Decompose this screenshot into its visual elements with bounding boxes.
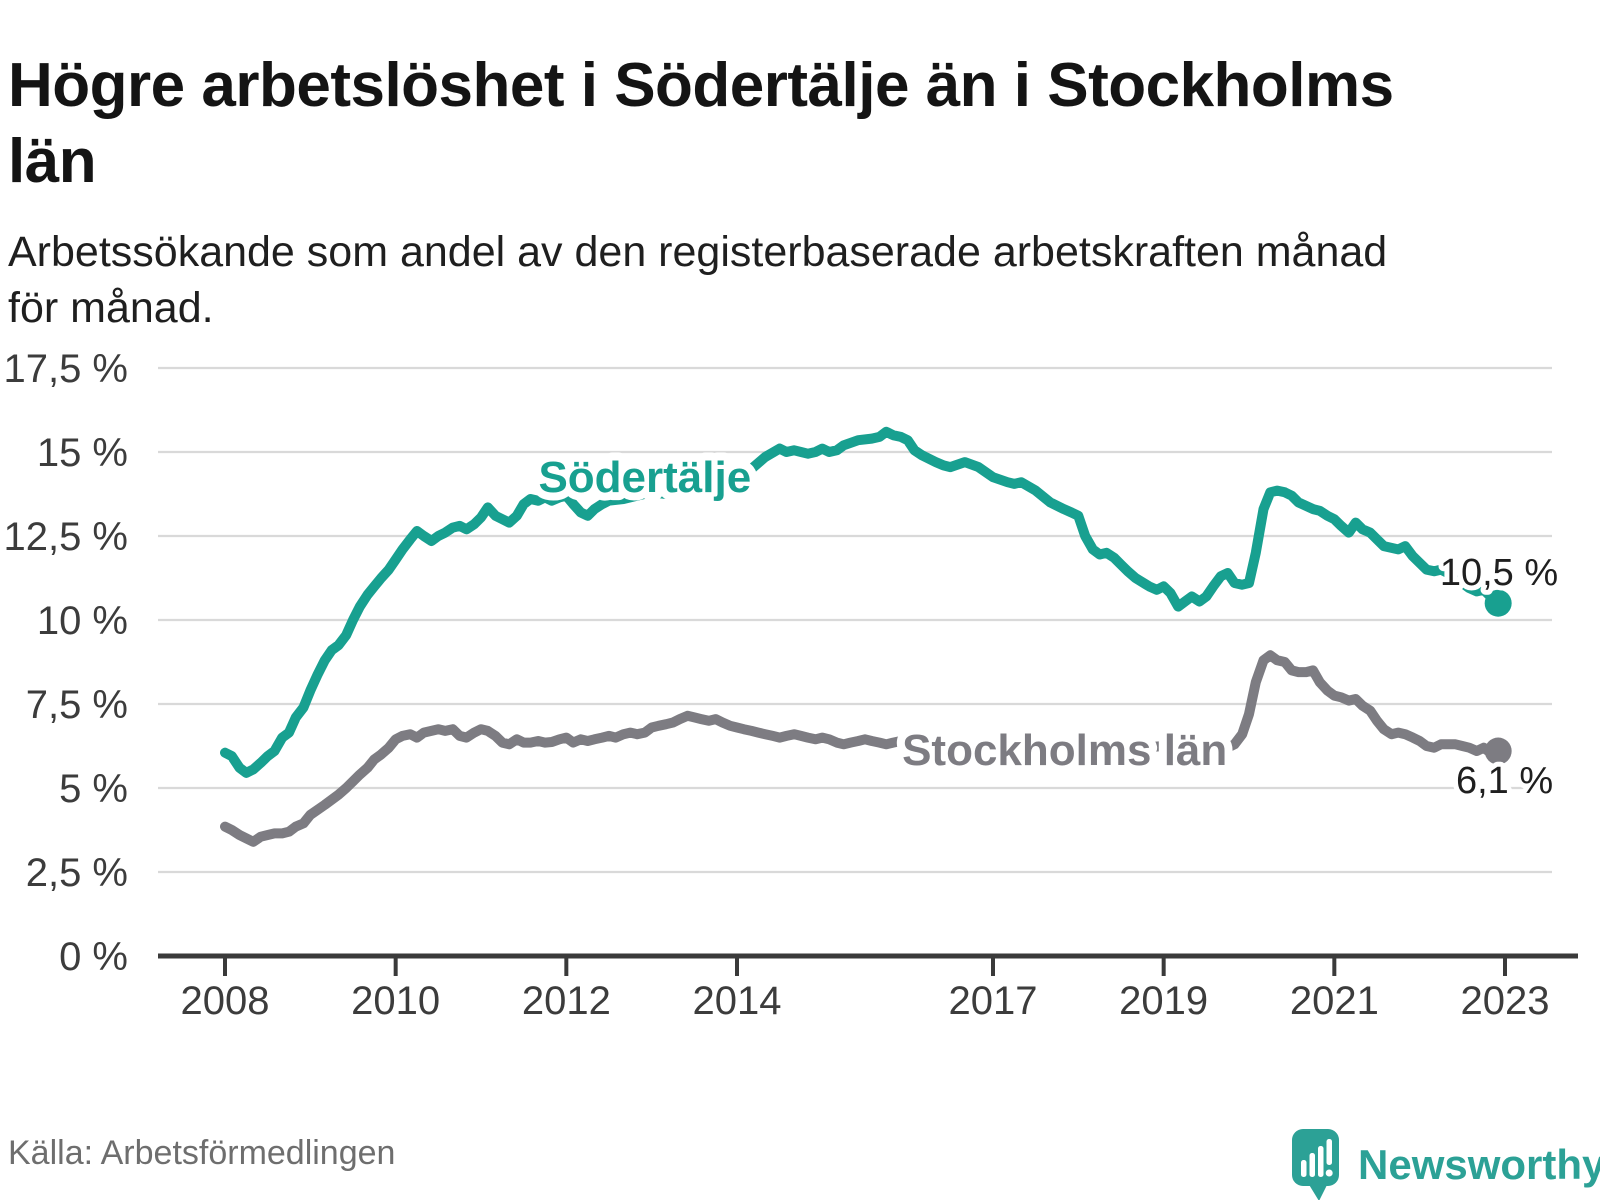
y-axis-label: 2,5 % [26,851,128,895]
series-end-dot [1484,589,1512,617]
series-label: Södertälje [538,453,751,502]
series-end-value-label: 6,1 % [1456,760,1553,802]
y-axis-label: 15 % [37,431,128,475]
logo-exclamation-bar [1326,1139,1332,1165]
y-axis-label: 10 % [37,599,128,643]
logo-bar-3 [1318,1146,1324,1177]
chart-subtitle: Arbetssökande som andel av den registerb… [8,228,1388,332]
x-axis-label: 2012 [522,979,611,1023]
logo-exclamation-dot [1325,1169,1333,1177]
logo-bar-2 [1309,1153,1315,1177]
newsworthy-bubble-icon [1292,1129,1339,1200]
series-line-stockholms-l-n [220,650,1504,847]
x-axis-label: 2010 [351,979,440,1023]
x-axis-label: 2021 [1290,979,1379,1023]
y-axis-label: 17,5 % [3,347,128,391]
series-label: Stockholms län [902,726,1227,775]
series-end-dot [1484,737,1512,765]
y-axis-label: 7,5 % [26,683,128,727]
page-title: Högre arbetslöshet i Södertälje än i Sto… [8,50,1394,197]
y-axis-label: 5 % [59,767,128,811]
newsworthy-logo: Newsworthy [1292,1129,1600,1200]
y-axis-label: 12,5 % [3,515,128,559]
logo-bubble-tail [1308,1183,1328,1200]
logo-bar-1 [1301,1160,1307,1177]
y-axis-label: 0 % [59,935,128,979]
brand-wordmark: Newsworthy [1358,1141,1600,1188]
x-axis-label: 2014 [693,979,782,1023]
x-axis-label: 2023 [1461,979,1550,1023]
x-axis-label: 2017 [949,979,1038,1023]
source-note: Källa: Arbetsförmedlingen [8,1134,396,1172]
x-axis-label: 2019 [1119,979,1208,1023]
x-axis-label: 2008 [181,979,270,1023]
series-line-s-dert-lje [220,426,1504,778]
series-end-value-label: 10,5 % [1440,552,1558,594]
